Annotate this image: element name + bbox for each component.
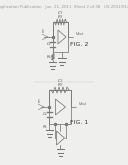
Text: $V_{out}$: $V_{out}$ <box>78 100 87 108</box>
Text: $C_s$: $C_s$ <box>42 110 49 118</box>
Text: $I_i$: $I_i$ <box>37 98 42 106</box>
Text: $R_s$: $R_s$ <box>42 123 49 131</box>
Text: FIG. 2: FIG. 2 <box>70 42 89 47</box>
Text: $V_{out}$: $V_{out}$ <box>75 30 85 38</box>
Text: $C_s$: $C_s$ <box>46 40 52 48</box>
Text: $C_f$: $C_f$ <box>57 10 64 17</box>
Text: FIG. 1: FIG. 1 <box>70 120 89 125</box>
Text: $R_f$: $R_f$ <box>57 81 63 89</box>
Bar <box>53 22 68 52</box>
Text: $R_s$: $R_s$ <box>46 53 52 61</box>
Text: $C_f$: $C_f$ <box>57 78 63 85</box>
Text: Patent Application Publication   Jun. 21, 2011  Sheet 2 of 38   US 2011/0148489 : Patent Application Publication Jun. 21, … <box>0 5 128 9</box>
Text: $I_i$: $I_i$ <box>41 28 45 36</box>
Text: $R_f$: $R_f$ <box>57 13 64 21</box>
Bar <box>49 90 71 124</box>
